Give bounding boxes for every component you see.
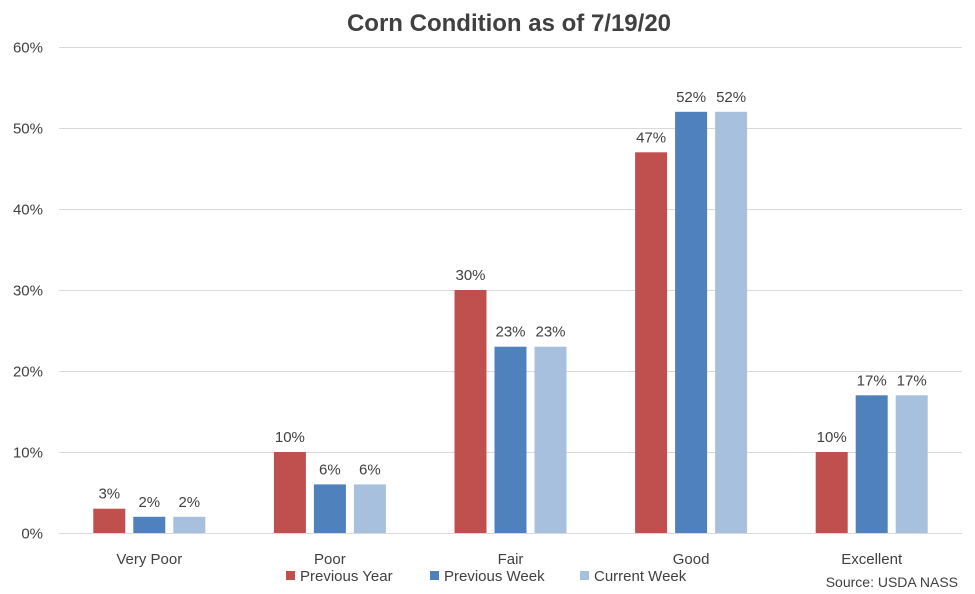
bar [715,111,748,534]
x-tick-label: Very Poor [116,551,182,568]
data-label: 23% [495,324,525,341]
x-tick-label: Fair [498,551,524,568]
chart-title: Corn Condition as of 7/19/20 [347,10,671,37]
data-label: 3% [98,486,120,503]
data-label: 52% [716,89,746,106]
y-tick-label: 10% [13,445,43,462]
bar [895,395,928,533]
legend-swatch [430,571,439,580]
y-tick-label: 50% [13,121,43,138]
data-label: 30% [455,267,485,284]
data-label: 10% [817,429,847,446]
data-label: 23% [535,324,565,341]
bar [494,346,527,533]
bar [635,152,668,534]
bar [675,111,708,534]
legend-swatch [580,571,589,580]
data-labels: 3% 2% 2% 10% 6% 6% 30% 23% 23% 47% 52% 52% 10% 17% 17% [98,89,926,511]
category-labels: Very Poor Poor Fair Good Excellent [116,551,903,568]
bar [534,346,567,533]
x-tick-label: Excellent [841,551,903,568]
y-tick-label: 0% [21,526,43,543]
legend-label: Previous Year [300,568,393,585]
legend: Previous Year Previous Week Current Week [286,568,687,585]
bar [133,516,166,533]
x-tick-label: Good [673,551,710,568]
bar [313,484,346,533]
bar [353,484,386,533]
y-tick-label: 30% [13,283,43,300]
x-tick-label: Poor [314,551,346,568]
y-tick-label: 20% [13,364,43,381]
data-label: 17% [897,372,927,389]
data-label: 47% [636,129,666,146]
legend-label: Current Week [594,568,687,585]
source-note: Source: USDA NASS [826,574,958,590]
data-label: 10% [275,429,305,446]
data-label: 17% [857,372,887,389]
bar [273,452,306,533]
bar [454,290,487,533]
data-label: 2% [178,494,200,511]
y-tick-label: 60% [13,40,43,57]
bar [173,516,206,533]
y-tick-label: 40% [13,202,43,219]
y-axis-ticks: 0% 10% 20% 30% 40% 50% 60% [13,40,43,543]
data-label: 6% [359,461,381,478]
data-label: 6% [319,461,341,478]
bar [815,452,848,533]
bar [93,508,126,533]
data-label: 2% [138,494,160,511]
legend-swatch [286,571,295,580]
bar [855,395,888,533]
legend-label: Previous Week [444,568,545,585]
data-label: 52% [676,89,706,106]
bars [93,111,928,534]
